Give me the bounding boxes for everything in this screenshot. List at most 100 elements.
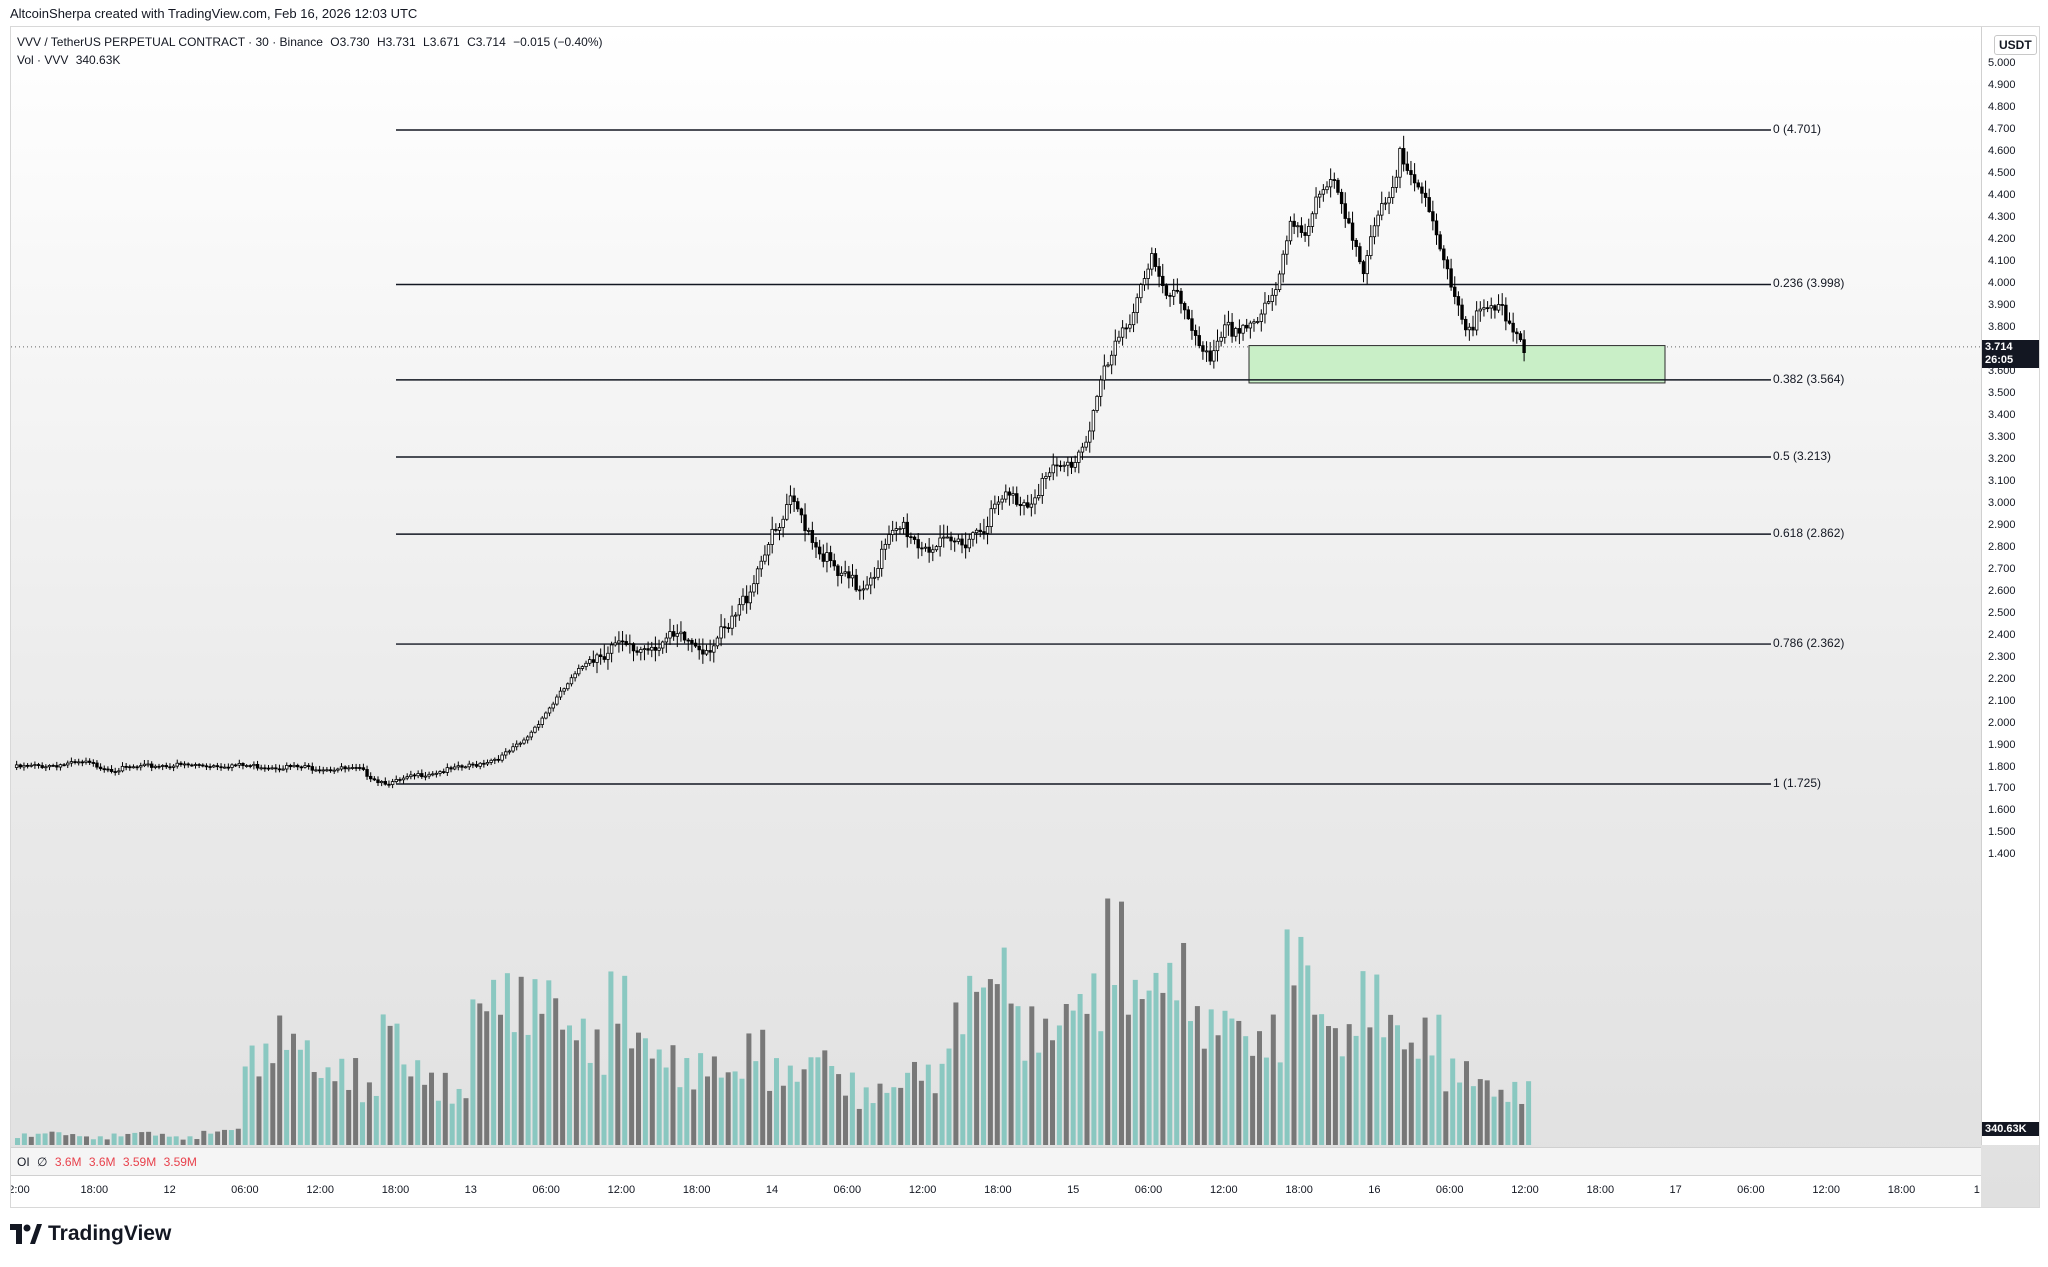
volume-bar (1395, 1025, 1400, 1145)
chart-frame[interactable]: VVV / TetherUS PERPETUAL CONTRACT · 30 ·… (10, 26, 2040, 1208)
price-tick: 5.000 (1988, 57, 2016, 70)
chart-canvas[interactable] (11, 27, 1981, 1145)
price-tick: 3.400 (1988, 408, 2016, 421)
candle-body (1088, 430, 1092, 443)
candle-body (36, 764, 41, 766)
candle-body (810, 530, 815, 543)
candle-body (898, 528, 902, 530)
candle-body (1011, 493, 1015, 496)
volume-bar (780, 1085, 786, 1145)
candle-body (555, 696, 559, 705)
candle-body (1427, 197, 1431, 213)
candle-body (409, 774, 413, 778)
candle-body (657, 647, 661, 651)
symbol-legend[interactable]: VVV / TetherUS PERPETUAL CONTRACT · 30 ·… (17, 35, 607, 49)
candle-body (577, 668, 581, 675)
candle-body (595, 654, 599, 663)
candle-body (493, 758, 497, 761)
candle-body (529, 731, 533, 738)
volume-bar (1470, 1086, 1476, 1145)
volume-bar (256, 1076, 262, 1145)
volume-bar (1022, 1060, 1028, 1145)
candle-body (1186, 309, 1190, 320)
volume-bar (1243, 1036, 1249, 1145)
candle-body (164, 765, 168, 768)
time-tick: 18:00 (1586, 1184, 1615, 1196)
fib-label-1: 1 (1.725) (1773, 776, 1822, 790)
volume-bar (484, 1011, 490, 1145)
volume-legend[interactable]: Vol · VVV 340.63K (17, 53, 124, 67)
candle-body (766, 544, 771, 556)
candle-body (1391, 186, 1395, 198)
candle-body (653, 646, 658, 651)
symbol-title[interactable]: VVV / TetherUS PERPETUAL CONTRACT · 30 ·… (17, 35, 323, 49)
candle-body (1332, 179, 1336, 181)
candle-body (796, 501, 800, 510)
candle-body (1354, 239, 1358, 248)
volume-bar (1125, 1014, 1131, 1145)
candle-body (1358, 246, 1362, 263)
candle-body (259, 767, 263, 770)
candle-body (617, 640, 621, 644)
volume-bar (1091, 973, 1097, 1145)
candle-body (25, 764, 30, 767)
volume-bar (808, 1057, 814, 1145)
volume-bar (925, 1064, 931, 1145)
candle-body (1423, 192, 1428, 198)
candle-body (372, 778, 377, 781)
candle-body (248, 765, 252, 767)
open-interest-pane[interactable]: OI ∅ 3.6M 3.6M 3.59M 3.59M (11, 1147, 1981, 1176)
volume-bar (822, 1050, 828, 1145)
volume-bar (70, 1134, 76, 1145)
candle-body (1230, 321, 1234, 337)
candle-body (124, 765, 128, 768)
candle-body (376, 779, 380, 784)
time-tick: 06:00 (1134, 1184, 1163, 1196)
volume-bar (1084, 1013, 1090, 1145)
volume-bar (194, 1139, 200, 1145)
candle-body (33, 764, 37, 766)
price-tick: 2.100 (1988, 694, 2016, 707)
candle-body (507, 750, 512, 753)
volume-bar (1146, 990, 1152, 1145)
candle-body (890, 529, 895, 535)
candle-body (1314, 196, 1318, 215)
candle-body (1007, 491, 1012, 496)
candle-body (620, 640, 625, 643)
time-axis[interactable]: 2:00 18:00 12 06:00 12:00 18:00 13 06:00 12:00 18… (11, 1175, 1981, 1207)
candle-body (628, 643, 632, 646)
volume-bar (753, 1061, 759, 1145)
volume-bar (1298, 936, 1304, 1145)
candle-body (197, 764, 201, 766)
price-tick: 3.900 (1988, 299, 2016, 312)
candle-body (160, 765, 165, 767)
candle-body (1266, 301, 1271, 304)
volume-bar (180, 1139, 186, 1145)
low-value: 3.671 (429, 35, 460, 49)
time-tick: 13 (464, 1184, 477, 1196)
candle-body (931, 549, 935, 553)
candle-body (168, 766, 172, 769)
candle-body (387, 783, 391, 786)
open-value: 3.730 (339, 35, 370, 49)
candle-body (650, 646, 654, 651)
candle-body (1489, 305, 1493, 309)
volume-bar (1450, 1058, 1456, 1145)
volume-bar (153, 1135, 158, 1145)
price-axis[interactable]: USDT 5.000 4.900 4.800 4.700 4.600 4.500 4.400… (1981, 27, 2039, 1145)
oi-value-3: 3.59M (122, 1155, 157, 1169)
time-tick: 12:00 (607, 1184, 636, 1196)
candle-body (675, 633, 679, 637)
candle-body (993, 503, 997, 510)
candle-body (547, 707, 552, 714)
currency-button[interactable]: USDT (1994, 35, 2037, 55)
candle-body (1066, 461, 1070, 466)
candle-body (201, 764, 205, 767)
tradingview-logo[interactable]: TradingView (10, 1222, 171, 1246)
price-tick: 2.000 (1988, 716, 2016, 729)
candle-body (460, 765, 464, 768)
high-value: 3.731 (385, 35, 416, 49)
candle-body (204, 765, 209, 768)
volume-bar (746, 1033, 752, 1145)
oi-value-4: 3.59M (163, 1155, 197, 1169)
